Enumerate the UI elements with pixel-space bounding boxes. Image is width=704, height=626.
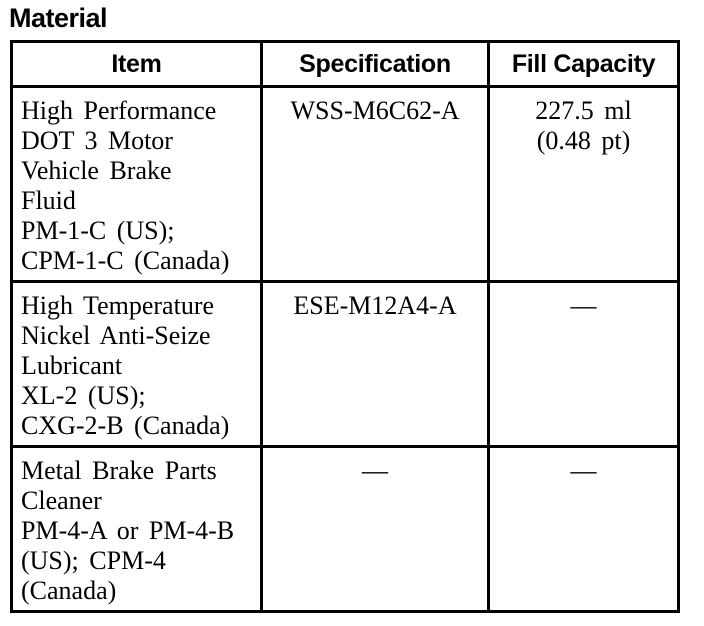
specification-cell: ESE-M12A4-A xyxy=(260,280,490,448)
table-row-brake-fluid: High Performance DOT 3 Motor Vehicle Bra… xyxy=(10,85,680,283)
column-header-fill-capacity: Fill Capacity xyxy=(487,40,680,88)
table-row-anti-seize-lubricant: High Temperature Nickel Anti-Seize Lubri… xyxy=(10,280,680,448)
fill-capacity-cell: — xyxy=(487,280,680,448)
item-cell: High Performance DOT 3 Motor Vehicle Bra… xyxy=(10,85,263,283)
fill-capacity-cell: — xyxy=(487,445,680,613)
page-title: Material xyxy=(9,3,108,33)
column-header-item: Item xyxy=(10,40,263,88)
specification-cell: — xyxy=(260,445,490,613)
item-cell: Metal Brake Parts Cleaner PM-4-A or PM-4… xyxy=(10,445,263,613)
item-cell: High Temperature Nickel Anti-Seize Lubri… xyxy=(10,280,263,448)
column-header-specification: Specification xyxy=(260,40,490,88)
material-table: Item Specification Fill Capacity High Pe… xyxy=(10,40,680,613)
table-row-brake-parts-cleaner: Metal Brake Parts Cleaner PM-4-A or PM-4… xyxy=(10,445,680,613)
fill-capacity-cell: 227.5 ml (0.48 pt) xyxy=(487,85,680,283)
table-header-row: Item Specification Fill Capacity xyxy=(10,40,680,88)
specification-cell: WSS-M6C62-A xyxy=(260,85,490,283)
